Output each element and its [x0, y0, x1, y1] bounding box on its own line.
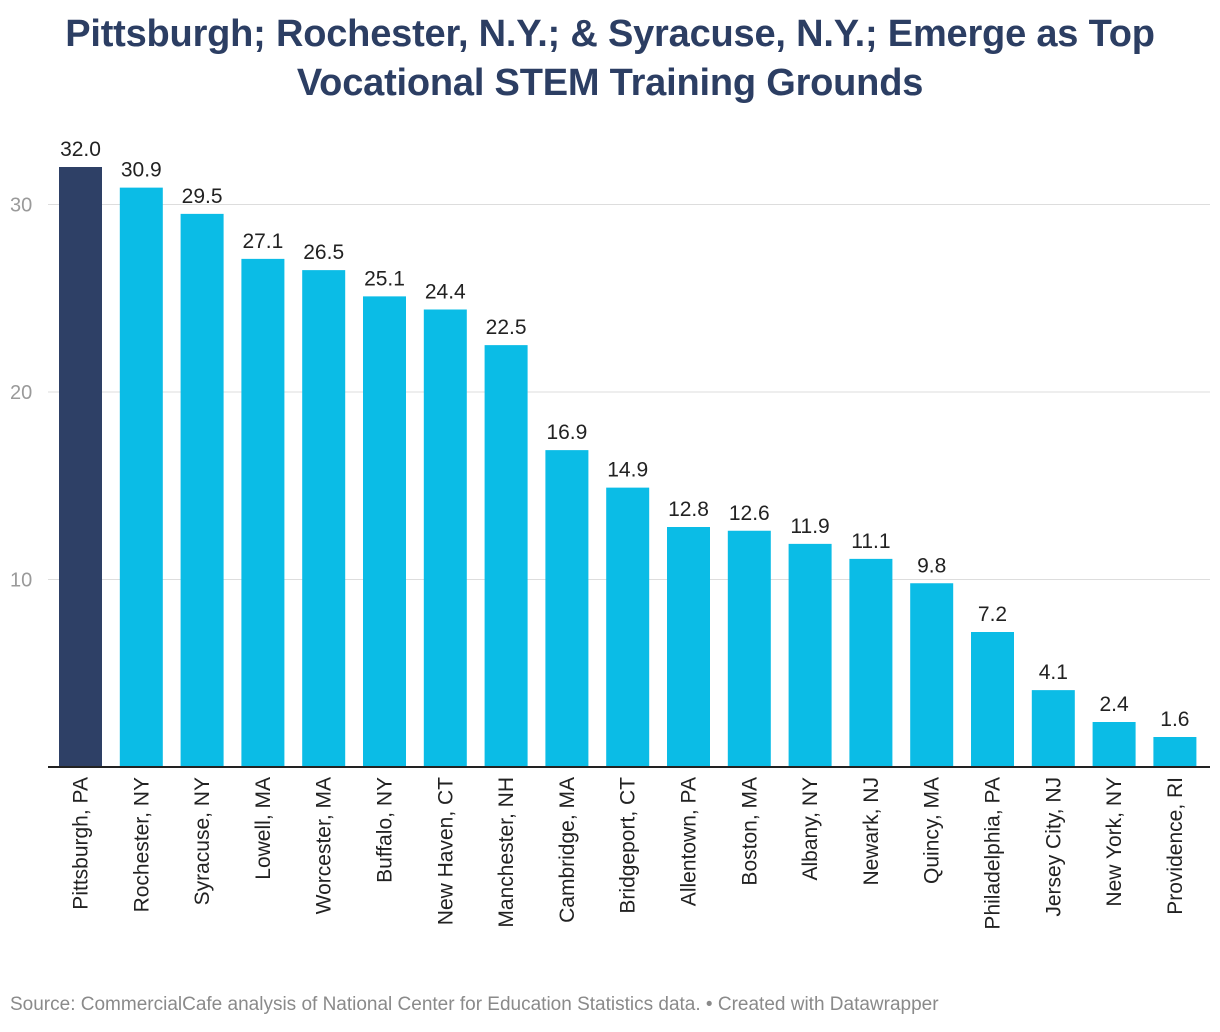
y-tick-label: 10 [10, 570, 32, 592]
value-label: 12.8 [668, 498, 709, 521]
bar [667, 527, 710, 767]
value-label: 22.5 [486, 316, 527, 339]
bar [788, 543, 832, 767]
category-label: Philadelphia, PA [982, 777, 1005, 930]
category-label: Jersey City, NJ [1042, 777, 1065, 917]
value-label: 1.6 [1160, 708, 1189, 731]
value-label: 7.2 [978, 603, 1007, 626]
category-label: New Haven, CT [434, 777, 457, 925]
value-label: 12.6 [729, 502, 770, 525]
bar [180, 213, 224, 767]
bar [606, 487, 650, 767]
category-label: Pittsburgh, PA [70, 777, 93, 910]
bar [545, 450, 589, 767]
bar [119, 187, 163, 767]
bar [363, 296, 406, 767]
category-label: Boston, MA [738, 777, 761, 886]
category-label: Quincy, MA [921, 777, 944, 884]
category-label: Lowell, MA [252, 777, 275, 880]
chart-title: Pittsburgh; Rochester, N.Y.; & Syracuse,… [0, 10, 1220, 108]
y-tick-label: 20 [10, 382, 32, 404]
bar [1092, 722, 1136, 767]
value-label: 29.5 [182, 185, 223, 208]
category-label: Albany, NY [799, 777, 822, 881]
category-label: Newark, NJ [860, 777, 883, 886]
value-label: 26.5 [303, 241, 344, 264]
category-label: Syracuse, NY [191, 777, 214, 905]
category-label: Allentown, PA [678, 777, 701, 906]
source-note: Source: CommercialCafe analysis of Natio… [10, 994, 939, 1015]
bar [302, 270, 346, 767]
bar-chart: 10 20 30 32.0 Pittsburgh, PA 30.9 Rochester, N… [10, 138, 1210, 930]
category-label: Worcester, MA [313, 777, 336, 914]
bar [423, 309, 467, 767]
category-label: Manchester, NH [495, 777, 518, 928]
value-label: 11.9 [790, 515, 829, 538]
bar [849, 558, 893, 767]
category-label: Rochester, NY [130, 777, 153, 912]
value-label: 4.1 [1039, 661, 1068, 684]
category-label: Bridgeport, CT [617, 777, 640, 914]
bar [727, 530, 771, 767]
bar [484, 345, 528, 767]
value-label: 24.4 [425, 281, 466, 304]
bar [241, 258, 285, 767]
category-label: Providence, RI [1164, 777, 1187, 915]
chart-title-line-2: Vocational STEM Training Grounds [296, 62, 924, 104]
category-label: Buffalo, NY [374, 777, 397, 883]
y-tick-label: 30 [10, 195, 32, 217]
value-label: 30.9 [121, 159, 162, 182]
value-label: 11.1 [851, 530, 890, 553]
category-label: Cambridge, MA [556, 777, 579, 923]
value-label: 9.8 [917, 554, 946, 577]
value-label: 27.1 [242, 230, 283, 253]
chart-title-line-1: Pittsburgh; Rochester, N.Y.; & Syracuse,… [65, 13, 1155, 55]
bar [1031, 690, 1075, 767]
bar [971, 632, 1014, 767]
value-label: 14.9 [607, 459, 648, 482]
bar [910, 583, 954, 767]
value-label: 25.1 [364, 267, 405, 290]
bar [59, 167, 102, 767]
bar [1153, 737, 1197, 767]
value-label: 16.9 [546, 421, 587, 444]
value-label: 32.0 [60, 138, 101, 161]
value-label: 2.4 [1099, 693, 1129, 716]
category-label: New York, NY [1103, 777, 1126, 907]
